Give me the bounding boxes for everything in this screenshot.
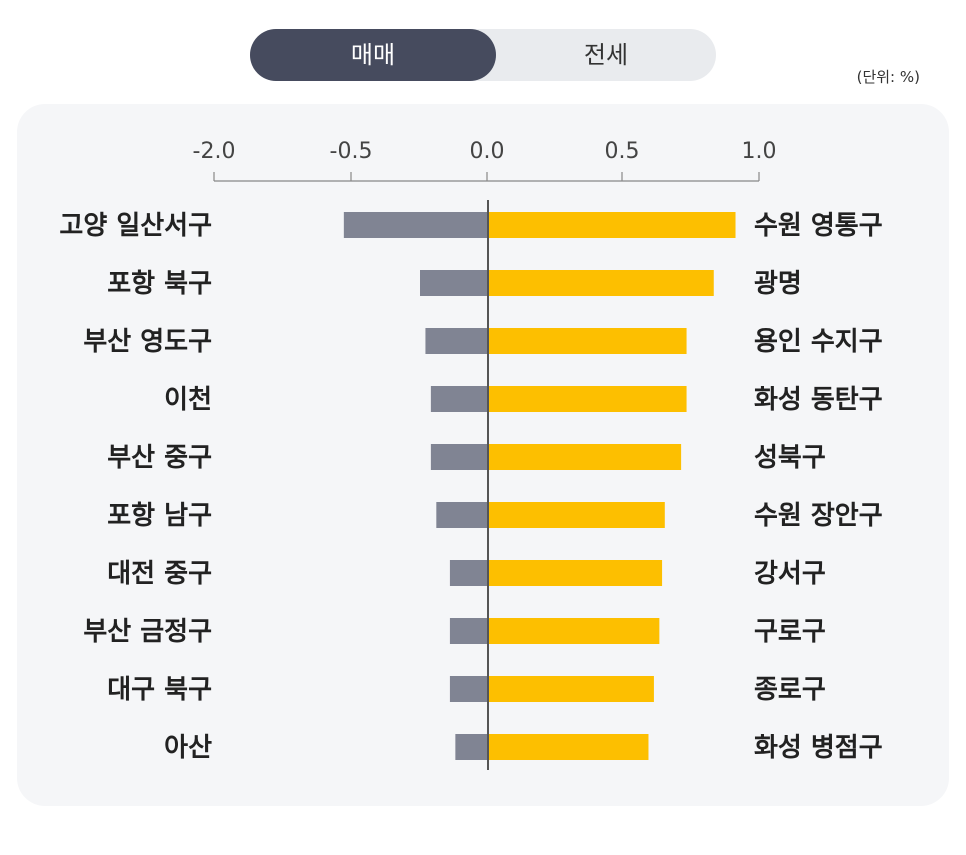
bar-negative (343, 212, 488, 238)
bar-positive (488, 560, 663, 586)
bar-negative (449, 618, 488, 644)
bar-positive (488, 386, 687, 412)
bar-negative (430, 386, 488, 412)
bar-positive (488, 618, 660, 644)
left-category-label: 포항 남구 (107, 501, 212, 531)
bar-negative (420, 270, 488, 296)
right-category-label: 용인 수지구 (754, 327, 883, 357)
left-category-label: 포항 북구 (107, 269, 212, 299)
right-category-label: 성북구 (754, 443, 826, 473)
left-category-label: 부산 금정구 (83, 617, 212, 647)
bar-positive (488, 212, 736, 238)
left-category-label: 이천 (164, 385, 212, 415)
bar-positive (488, 676, 654, 702)
bar-negative (449, 676, 488, 702)
left-category-label: 대전 중구 (107, 559, 212, 589)
x-tick-label: 0.5 (605, 139, 640, 164)
right-category-label: 화성 병점구 (754, 733, 883, 763)
right-category-label: 수원 장안구 (754, 501, 883, 531)
left-category-label: 대구 북구 (107, 675, 212, 705)
right-category-label: 수원 영통구 (754, 211, 883, 241)
bar-positive (488, 328, 687, 354)
tab-jeonse[interactable]: 전세 (583, 41, 629, 69)
bar-positive (488, 502, 665, 528)
left-category-label: 부산 중구 (107, 443, 212, 473)
right-category-label: 화성 동탄구 (754, 385, 883, 415)
unit-label: (단위: %) (856, 68, 920, 86)
bar-positive (488, 270, 714, 296)
x-tick-label: 0.0 (470, 139, 505, 164)
right-category-label: 종로구 (754, 675, 826, 705)
left-category-label: 고양 일산서구 (59, 211, 212, 241)
bar-negative (425, 328, 488, 354)
right-category-label: 구로구 (754, 617, 826, 647)
left-category-label: 부산 영도구 (83, 327, 212, 357)
right-category-label: 광명 (754, 269, 802, 299)
bar-negative (430, 444, 488, 470)
bar-negative (436, 502, 488, 528)
x-tick-label: 1.0 (742, 139, 777, 164)
market-type-toggle: 매매 전세 (250, 29, 716, 81)
left-category-label: 아산 (164, 733, 212, 763)
right-category-label: 강서구 (754, 559, 826, 589)
tab-sale[interactable]: 매매 (250, 29, 496, 81)
x-tick-label: -2.0 (193, 139, 236, 164)
x-tick-label: -0.5 (330, 139, 373, 164)
bar-positive (488, 444, 682, 470)
bar-negative (455, 734, 488, 760)
bar-negative (449, 560, 488, 586)
bar-positive (488, 734, 649, 760)
